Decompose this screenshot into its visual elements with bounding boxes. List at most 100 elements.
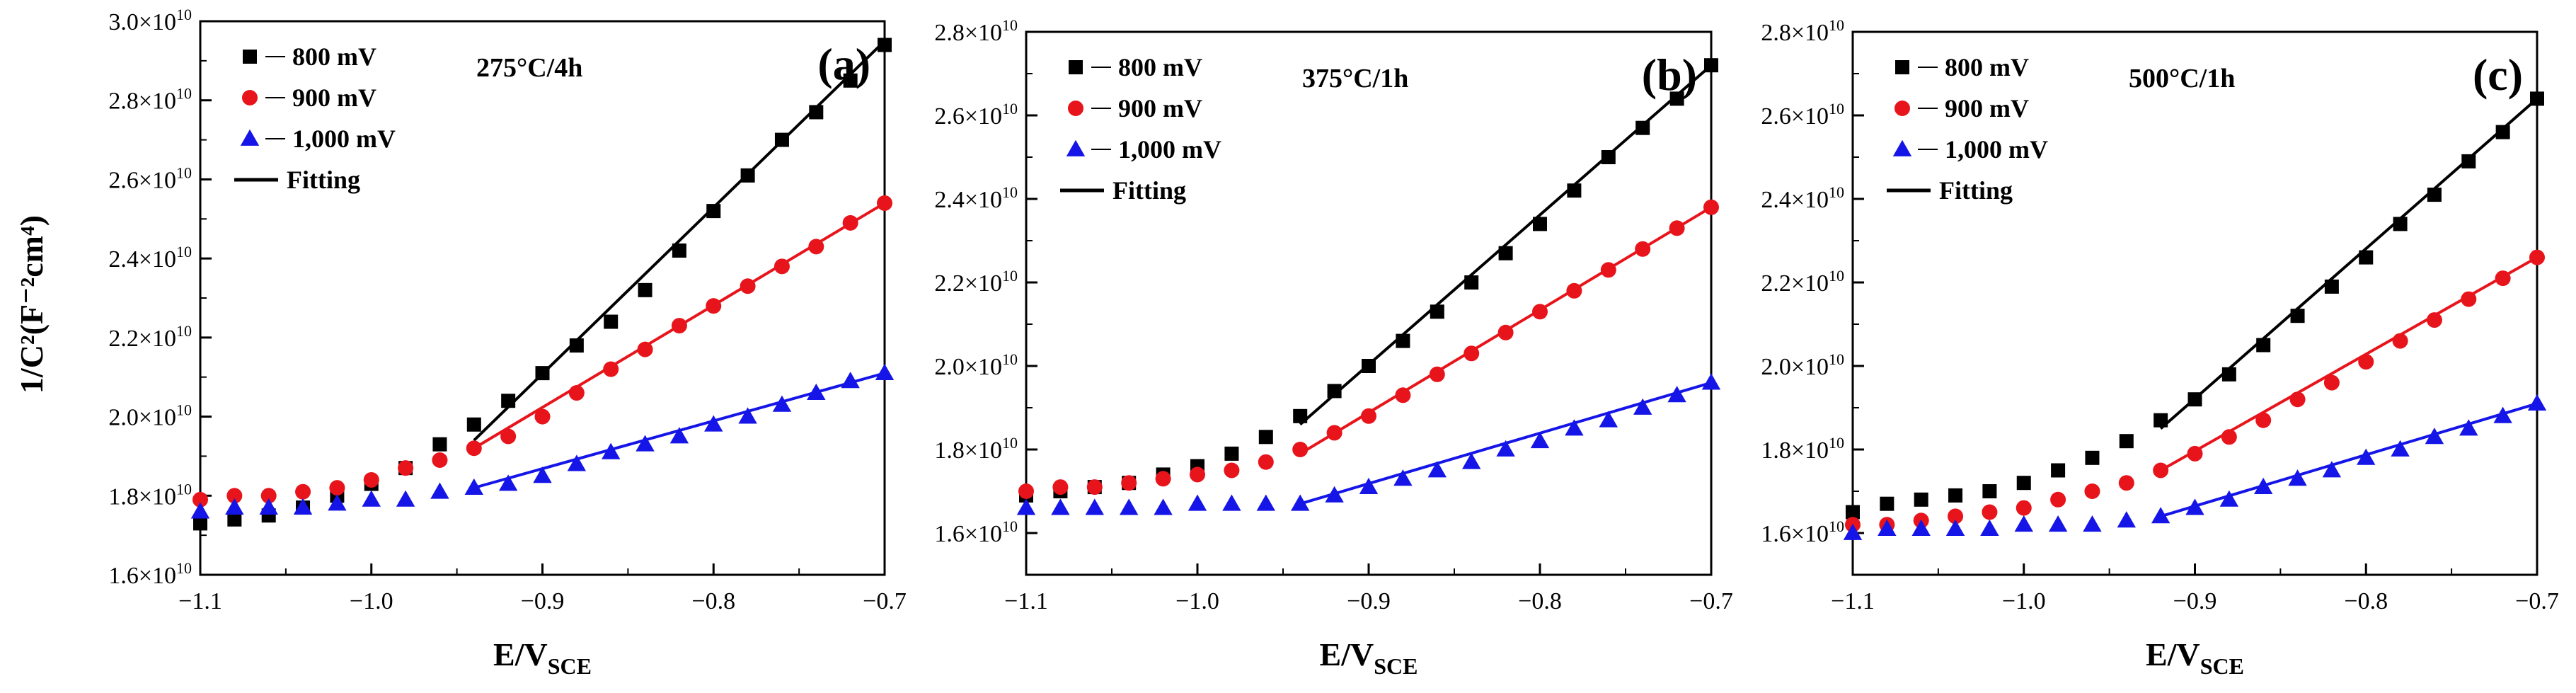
y-tick-label: 1.6×1010 xyxy=(108,559,192,589)
data-point-triangle xyxy=(807,383,826,400)
data-point-square xyxy=(569,338,584,353)
data-point-circle xyxy=(2323,374,2340,391)
fit-line-fit_1000 xyxy=(2160,402,2538,518)
data-point-circle xyxy=(2426,312,2442,328)
data-point-circle xyxy=(192,491,208,508)
data-point-circle xyxy=(363,471,379,488)
x-tick-label: −0.8 xyxy=(691,588,735,614)
data-point-circle xyxy=(1361,408,1376,424)
data-point-triangle xyxy=(2493,406,2512,423)
data-point-triangle xyxy=(464,478,483,496)
x-axis-label: E/VSCE xyxy=(2146,636,2244,679)
data-point-square xyxy=(638,282,652,297)
panel-letter: (c) xyxy=(2473,50,2523,100)
data-point-square xyxy=(2119,434,2134,449)
x-tick-label: −1.1 xyxy=(178,588,222,614)
data-point-circle xyxy=(1497,324,1514,340)
data-point-square xyxy=(1224,446,1239,461)
legend-marker xyxy=(240,129,260,146)
fit-line-fit_900 xyxy=(2160,256,2538,472)
panel-title: 500°C/1h xyxy=(2129,64,2235,93)
data-point-circle xyxy=(2187,445,2203,462)
data-point-triangle xyxy=(396,490,415,507)
data-point-square xyxy=(774,132,789,147)
y-tick-label: 2.8×1010 xyxy=(1761,16,1844,46)
data-point-square xyxy=(1327,384,1342,399)
data-point-square xyxy=(2016,476,2031,491)
data-point-square xyxy=(535,366,550,381)
data-point-triangle xyxy=(1633,398,1652,415)
legend-label: 1,000 mV xyxy=(1945,135,2048,164)
data-point-triangle xyxy=(1945,519,1965,536)
data-point-triangle xyxy=(2391,440,2410,457)
y-tick-label: 2.4×1010 xyxy=(934,183,1018,213)
data-point-circle xyxy=(329,480,345,496)
y-axis-label: 1/C²(F⁻²cm⁴) xyxy=(13,215,50,394)
data-point-circle xyxy=(1052,479,1069,496)
data-point-triangle xyxy=(2151,507,2170,524)
data-point-square xyxy=(1914,492,1928,507)
data-point-triangle xyxy=(1359,477,1379,494)
data-point-circle xyxy=(2084,483,2100,499)
data-point-circle xyxy=(1982,504,1998,520)
data-point-circle xyxy=(534,408,551,425)
data-point-triangle xyxy=(1667,386,1686,403)
data-point-square xyxy=(1635,120,1650,135)
chart-panel-1: −1.1 −1.0 −0.9 −0.8 −0.7 1.6×1010 1.8×1010 2.0×… xyxy=(108,6,907,679)
x-tick-label: −1.1 xyxy=(1831,588,1875,614)
data-point-square xyxy=(1533,217,1547,231)
panel-letter: (b) xyxy=(1642,50,1697,100)
legend-label: 900 mV xyxy=(1118,94,1202,122)
data-point-circle xyxy=(295,483,311,500)
y-tick-label: 2.8×1010 xyxy=(934,16,1018,46)
y-tick-label: 2.6×1010 xyxy=(934,100,1018,130)
data-point-triangle xyxy=(1188,494,1207,511)
x-tick-label: −0.7 xyxy=(1689,588,1733,614)
data-point-square xyxy=(1948,488,1963,503)
legend-marker xyxy=(243,50,257,64)
panel-title: 375°C/1h xyxy=(1302,64,1408,93)
data-point-triangle xyxy=(430,482,449,499)
panel-title: 275°C/4h xyxy=(476,53,582,83)
data-point-circle xyxy=(2255,412,2272,428)
data-point-circle xyxy=(1669,220,1685,236)
data-point-triangle xyxy=(1154,498,1173,515)
data-point-triangle xyxy=(2459,419,2478,436)
legend-label: 800 mV xyxy=(1118,53,1202,81)
legend-label: Fitting xyxy=(1112,176,1186,205)
data-point-triangle xyxy=(328,494,347,511)
data-point-circle xyxy=(740,278,756,294)
y-tick-label: 3.0×1010 xyxy=(108,6,192,35)
y-tick-label: 1.8×1010 xyxy=(934,434,1018,464)
data-point-circle xyxy=(1258,454,1274,470)
data-point-square xyxy=(604,314,619,329)
y-tick-label: 2.4×1010 xyxy=(108,243,192,273)
data-point-square xyxy=(2461,154,2476,168)
y-tick-label: 1.8×1010 xyxy=(108,480,192,510)
data-point-square xyxy=(1601,150,1616,164)
data-point-circle xyxy=(466,440,482,457)
data-point-circle xyxy=(877,195,892,211)
data-point-square xyxy=(1258,430,1273,445)
data-point-circle xyxy=(2153,462,2169,479)
data-point-triangle xyxy=(1462,452,1481,469)
data-point-square xyxy=(2427,188,2442,202)
data-point-circle xyxy=(568,385,585,401)
data-point-circle xyxy=(2495,270,2511,287)
data-point-square xyxy=(2085,450,2100,465)
data-point-square xyxy=(1498,246,1513,260)
data-point-triangle xyxy=(1120,498,1139,515)
data-point-square xyxy=(1464,275,1479,290)
data-point-triangle xyxy=(567,454,587,471)
data-point-square xyxy=(2051,463,2066,478)
data-point-square xyxy=(1982,484,1997,498)
data-point-square xyxy=(1430,304,1444,319)
data-point-circle xyxy=(398,460,414,476)
data-point-circle xyxy=(1395,387,1411,403)
data-point-circle xyxy=(706,298,722,314)
data-point-circle xyxy=(842,214,858,231)
chart-panel-2: −1.1 −1.0 −0.9 −0.8 −0.7 1.6×1010 1.8×1010 2.0×… xyxy=(934,16,1733,679)
data-point-square xyxy=(740,168,755,183)
data-point-triangle xyxy=(2185,498,2204,515)
data-point-square xyxy=(706,204,721,219)
